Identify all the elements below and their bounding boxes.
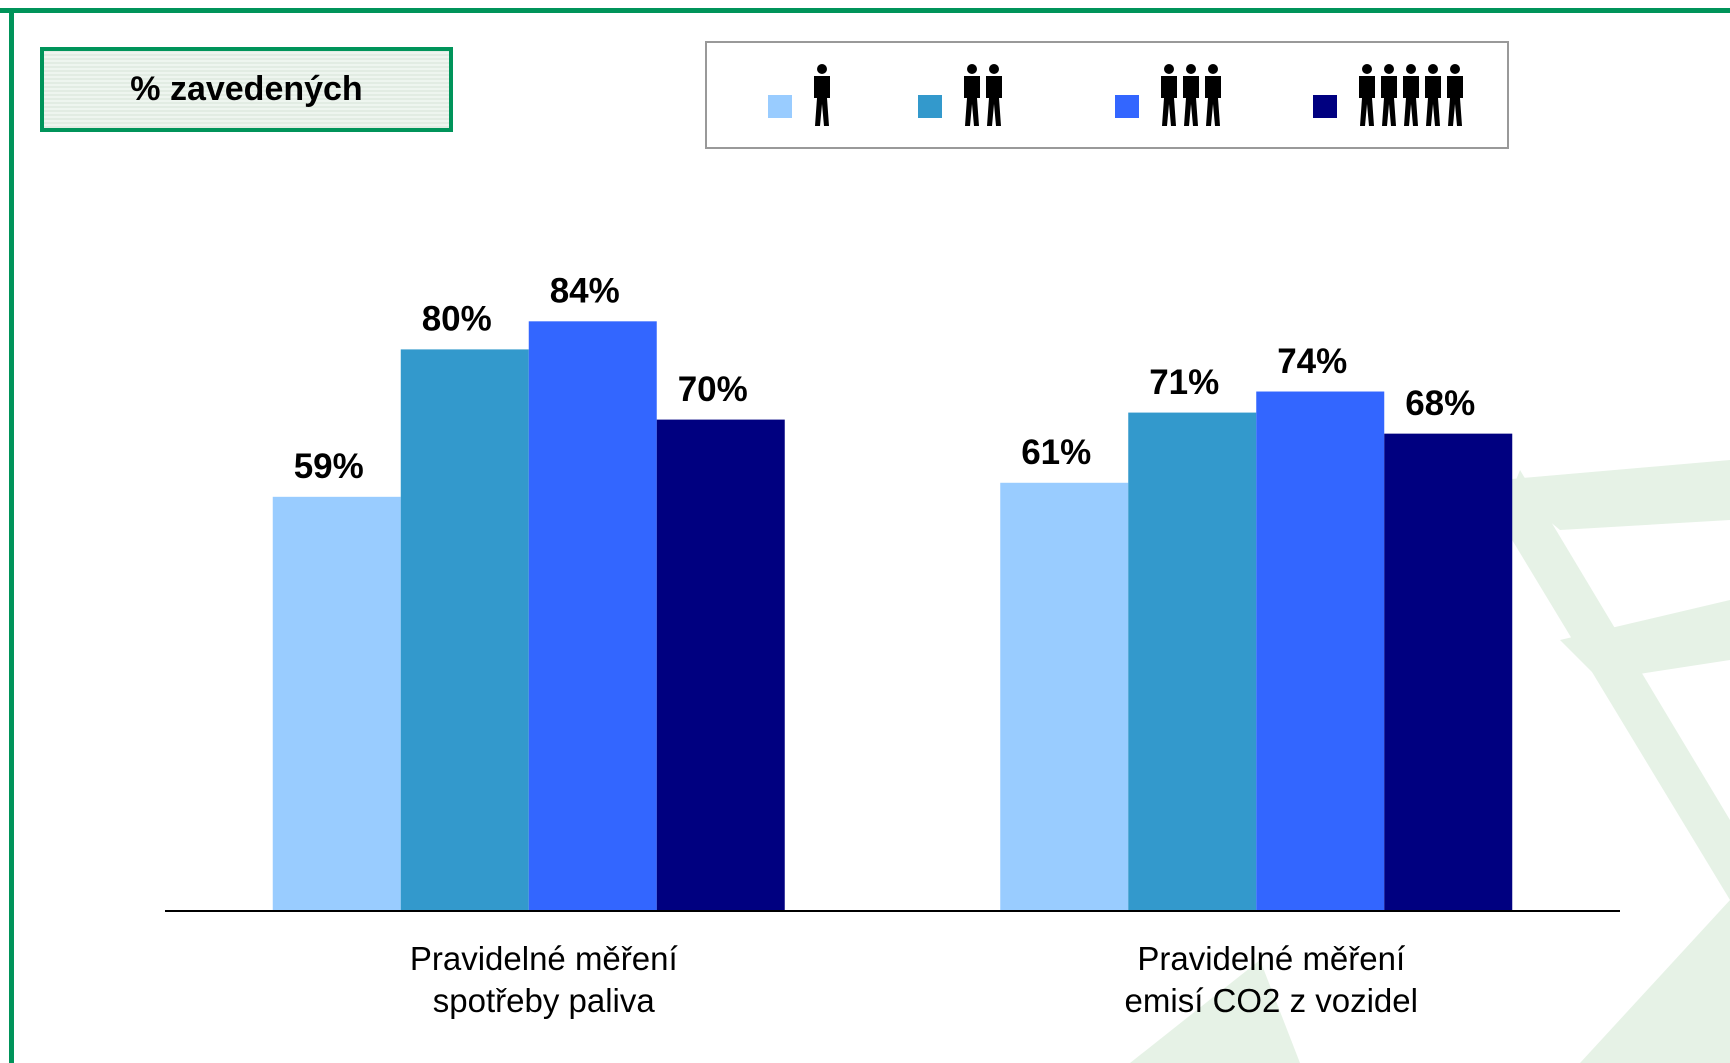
person-body xyxy=(1403,76,1419,126)
bar xyxy=(1000,482,1129,911)
value-label: 68% xyxy=(1405,384,1475,423)
person-icon xyxy=(814,64,830,126)
person-body xyxy=(1381,76,1397,126)
person-body xyxy=(1183,76,1199,126)
person-head xyxy=(1164,64,1174,74)
person-body xyxy=(986,76,1002,126)
person-icon xyxy=(1403,64,1419,126)
legend-swatch xyxy=(1313,95,1337,118)
legend-swatch xyxy=(918,95,942,118)
legend-items xyxy=(768,64,1463,126)
y-axis-label: % zavedených xyxy=(40,47,453,132)
person-icon xyxy=(1425,64,1441,126)
plot: 59% 80% 84% 70% 61% 71% 74% 68% xyxy=(165,272,1620,912)
person-head xyxy=(1384,64,1394,74)
person-body xyxy=(1425,76,1441,126)
person-icon xyxy=(964,64,980,126)
person-body xyxy=(964,76,980,126)
person-body xyxy=(1205,76,1221,126)
background-decoration xyxy=(1130,460,1730,1063)
person-head xyxy=(989,64,999,74)
value-label: 70% xyxy=(678,370,748,409)
x-tick-label: Pravidelné měření spotřeby paliva xyxy=(409,940,678,1019)
person-head xyxy=(1428,64,1438,74)
value-label: 74% xyxy=(1277,342,1347,381)
person-icon xyxy=(1161,64,1177,126)
person-icon xyxy=(1183,64,1199,126)
person-head xyxy=(967,64,977,74)
person-icon xyxy=(1359,64,1375,126)
value-label: 59% xyxy=(294,447,364,486)
person-head xyxy=(1208,64,1218,74)
person-body xyxy=(814,76,830,126)
bar xyxy=(1128,412,1257,911)
person-head xyxy=(1450,64,1460,74)
bar xyxy=(528,321,657,911)
value-label: 84% xyxy=(550,272,620,311)
person-head xyxy=(1362,64,1372,74)
person-icon xyxy=(1205,64,1221,126)
bar xyxy=(656,419,785,911)
x-tick-label: Pravidelné měření emisí CO2 z vozidel xyxy=(1124,940,1418,1019)
person-icon xyxy=(1447,64,1463,126)
bar xyxy=(400,349,529,911)
person-head xyxy=(1186,64,1196,74)
bar xyxy=(272,496,401,911)
person-head xyxy=(817,64,827,74)
frame-left xyxy=(9,8,14,1063)
legend-swatch xyxy=(1115,95,1139,118)
value-label: 80% xyxy=(422,300,492,339)
person-icon xyxy=(1381,64,1397,126)
value-label: 61% xyxy=(1021,433,1091,472)
person-head xyxy=(1406,64,1416,74)
person-body xyxy=(1359,76,1375,126)
bar xyxy=(1256,391,1385,911)
legend-swatch xyxy=(768,95,792,118)
person-icon xyxy=(986,64,1002,126)
value-label: 71% xyxy=(1149,363,1219,402)
person-body xyxy=(1447,76,1463,126)
frame-top xyxy=(0,8,1730,13)
person-body xyxy=(1161,76,1177,126)
bar xyxy=(1384,433,1513,911)
